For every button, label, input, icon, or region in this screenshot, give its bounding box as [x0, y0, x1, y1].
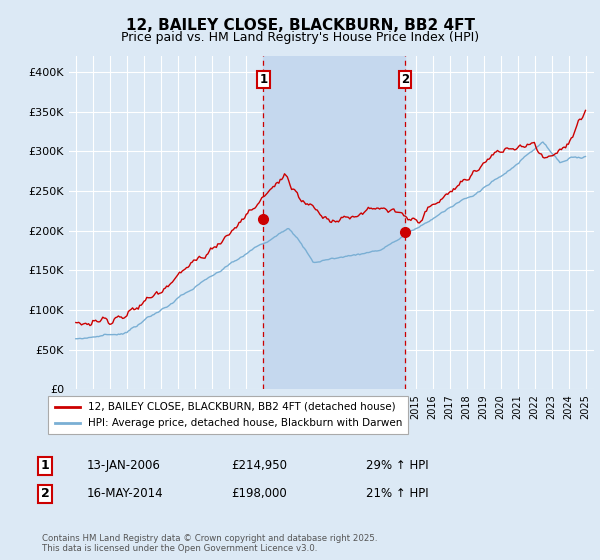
- Text: 13-JAN-2006: 13-JAN-2006: [87, 459, 161, 473]
- Text: 1: 1: [41, 459, 49, 473]
- Text: 1: 1: [259, 73, 268, 86]
- Text: HPI: Average price, detached house, Blackburn with Darwen: HPI: Average price, detached house, Blac…: [88, 418, 402, 428]
- Text: 12, BAILEY CLOSE, BLACKBURN, BB2 4FT (detached house): 12, BAILEY CLOSE, BLACKBURN, BB2 4FT (de…: [88, 402, 395, 412]
- Text: Price paid vs. HM Land Registry's House Price Index (HPI): Price paid vs. HM Land Registry's House …: [121, 31, 479, 44]
- Text: 2: 2: [41, 487, 49, 501]
- Text: 16-MAY-2014: 16-MAY-2014: [87, 487, 164, 501]
- FancyBboxPatch shape: [48, 396, 408, 434]
- Text: 12, BAILEY CLOSE, BLACKBURN, BB2 4FT: 12, BAILEY CLOSE, BLACKBURN, BB2 4FT: [125, 18, 475, 33]
- Text: £198,000: £198,000: [231, 487, 287, 501]
- Text: 2: 2: [401, 73, 409, 86]
- Text: 21% ↑ HPI: 21% ↑ HPI: [366, 487, 428, 501]
- Text: 29% ↑ HPI: 29% ↑ HPI: [366, 459, 428, 473]
- Text: £214,950: £214,950: [231, 459, 287, 473]
- Bar: [263, 56, 405, 389]
- Text: Contains HM Land Registry data © Crown copyright and database right 2025.
This d: Contains HM Land Registry data © Crown c…: [42, 534, 377, 553]
